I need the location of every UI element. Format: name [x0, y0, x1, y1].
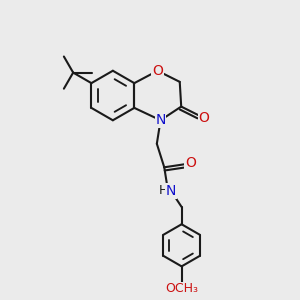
Text: N: N — [166, 184, 176, 198]
Text: O: O — [185, 156, 196, 170]
Text: OCH₃: OCH₃ — [165, 282, 198, 295]
Text: O: O — [152, 64, 163, 78]
Text: O: O — [198, 111, 209, 125]
Text: N: N — [155, 113, 166, 127]
Text: H: H — [159, 184, 168, 197]
